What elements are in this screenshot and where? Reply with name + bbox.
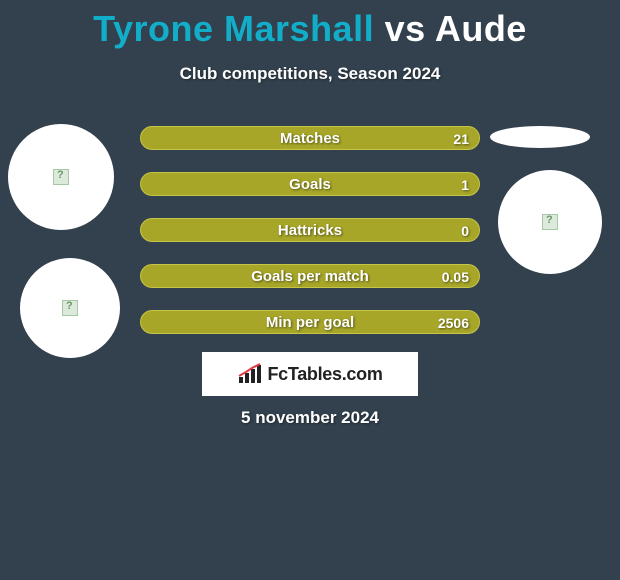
stat-label: Goals per match	[251, 268, 369, 285]
stat-label: Goals	[289, 176, 331, 193]
avatar-left-1	[8, 124, 114, 230]
chart-icon	[237, 363, 263, 385]
date-label: 5 november 2024	[0, 408, 620, 428]
stat-label: Matches	[280, 130, 340, 147]
stat-value: 1	[461, 173, 469, 197]
player2-name: Aude	[435, 8, 527, 49]
broken-image-icon	[53, 169, 69, 185]
stat-value: 2506	[438, 311, 469, 335]
title-separator: vs	[385, 8, 426, 49]
stat-label: Hattricks	[278, 222, 342, 239]
stat-label: Min per goal	[266, 314, 354, 331]
broken-image-icon	[542, 214, 558, 230]
logo-text: FcTables.com	[267, 364, 382, 385]
avatar-left-2	[20, 258, 120, 358]
stat-value: 21	[453, 127, 469, 151]
subtitle: Club competitions, Season 2024	[0, 64, 620, 84]
fctables-logo: FcTables.com	[202, 352, 418, 396]
stat-bar-goals: Goals 1	[140, 172, 480, 196]
stat-bar-matches: Matches 21	[140, 126, 480, 150]
page-title: Tyrone Marshall vs Aude	[0, 0, 620, 50]
player1-name: Tyrone Marshall	[93, 8, 374, 49]
stat-bar-goals-per-match: Goals per match 0.05	[140, 264, 480, 288]
broken-image-icon	[62, 300, 78, 316]
stat-value: 0.05	[442, 265, 469, 289]
stat-bars: Matches 21 Goals 1 Hattricks 0 Goals per…	[140, 126, 480, 356]
stat-value: 0	[461, 219, 469, 243]
avatar-right-ellipse	[490, 126, 590, 148]
stat-bar-hattricks: Hattricks 0	[140, 218, 480, 242]
avatar-right-1	[498, 170, 602, 274]
stat-bar-min-per-goal: Min per goal 2506	[140, 310, 480, 334]
